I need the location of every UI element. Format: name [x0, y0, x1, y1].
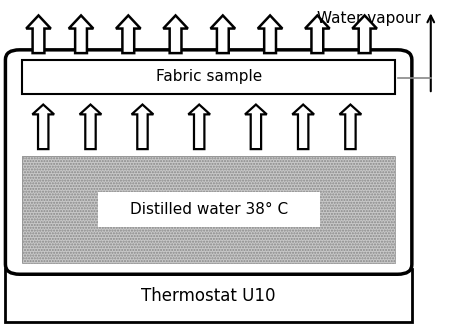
Text: Water vapour: Water vapour	[318, 11, 421, 26]
Polygon shape	[26, 15, 51, 53]
Polygon shape	[245, 105, 267, 149]
Polygon shape	[339, 105, 361, 149]
Text: Thermostat U10: Thermostat U10	[141, 287, 276, 305]
Polygon shape	[80, 105, 101, 149]
Polygon shape	[132, 105, 154, 149]
Text: Fabric sample: Fabric sample	[155, 69, 262, 84]
Polygon shape	[163, 15, 188, 53]
Polygon shape	[188, 105, 210, 149]
FancyBboxPatch shape	[98, 192, 319, 227]
Bar	[22, 60, 395, 94]
Polygon shape	[292, 105, 314, 149]
FancyBboxPatch shape	[5, 50, 412, 274]
Text: Distilled water 38° C: Distilled water 38° C	[129, 202, 288, 217]
Polygon shape	[305, 15, 329, 53]
Polygon shape	[352, 15, 377, 53]
Polygon shape	[210, 15, 235, 53]
Polygon shape	[32, 105, 54, 149]
Polygon shape	[258, 15, 283, 53]
Polygon shape	[116, 15, 141, 53]
Bar	[22, 156, 395, 263]
Bar	[5, 269, 412, 322]
Polygon shape	[69, 15, 93, 53]
Bar	[22, 156, 395, 263]
